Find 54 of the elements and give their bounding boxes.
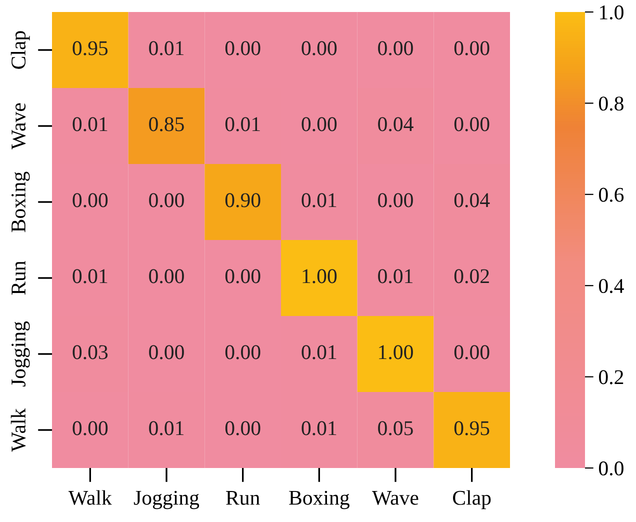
data-label: 0.85 <box>149 117 184 132</box>
data-label: 0.00 <box>378 41 413 56</box>
data-label: 0.02 <box>454 269 489 284</box>
data-label: 0.00 <box>72 421 108 436</box>
data-label: 0.00 <box>302 117 337 132</box>
data-label: 0.00 <box>225 41 260 56</box>
data-label: 0.04 <box>454 193 490 208</box>
data-label: 1.00 <box>379 345 413 360</box>
data-label: 0.05 <box>378 421 413 436</box>
data-label: 0.95 <box>72 41 108 56</box>
data-label: 0.00 <box>454 41 490 56</box>
color-bar-label: 0.8 <box>598 96 624 111</box>
y-tick-label: Clap <box>10 31 30 69</box>
data-label: 0.01 <box>302 193 336 208</box>
y-tick-label: Boxing <box>11 172 30 232</box>
data-label: 0.01 <box>72 117 108 132</box>
x-tick-label: Run <box>226 491 260 505</box>
data-label: 0.00 <box>225 269 260 284</box>
data-label: 0.01 <box>302 345 336 360</box>
data-label: 1.00 <box>302 269 337 284</box>
data-label: 0.01 <box>149 41 184 56</box>
color-bar-label: 0.4 <box>598 278 624 294</box>
color-bar-label: 0.2 <box>598 370 624 384</box>
data-label: 0.04 <box>378 117 414 132</box>
data-label: 0.95 <box>454 421 490 436</box>
y-tick-label: Wave <box>12 103 26 150</box>
data-label: 0.00 <box>225 345 260 360</box>
y-tick-label: Walk <box>10 408 26 452</box>
color-bar-label: 1.0 <box>600 5 624 20</box>
color-bar-label: 0.0 <box>598 461 624 476</box>
data-label: 0.00 <box>149 193 184 208</box>
data-label: 0.00 <box>149 269 184 284</box>
data-label: 0.01 <box>225 117 260 132</box>
data-label: 0.01 <box>378 269 412 284</box>
data-label: 0.00 <box>302 41 337 56</box>
data-label: 0.01 <box>302 421 336 436</box>
data-label: 0.00 <box>225 421 260 436</box>
color-bar-label: 0.6 <box>598 188 624 202</box>
y-tick-label: Jogging <box>11 321 30 387</box>
data-label: 0.01 <box>72 269 108 284</box>
data-label: 0.00 <box>454 345 490 360</box>
x-tick-label: Clap <box>453 490 491 510</box>
data-label: 0.90 <box>225 193 260 208</box>
data-label: 0.00 <box>454 117 490 132</box>
y-tick-label: Run <box>12 260 26 295</box>
data-label: 0.01 <box>149 421 184 436</box>
data-label: 0.00 <box>378 193 413 208</box>
x-tick-label: Walk <box>68 490 112 505</box>
x-tick-label: Wave <box>372 491 418 505</box>
data-label: 0.00 <box>149 345 184 360</box>
data-label: 0.03 <box>72 345 108 360</box>
x-tick-label: Jogging <box>134 490 200 510</box>
data-label: 0.00 <box>72 193 108 208</box>
x-tick-label: Boxing <box>289 490 350 510</box>
